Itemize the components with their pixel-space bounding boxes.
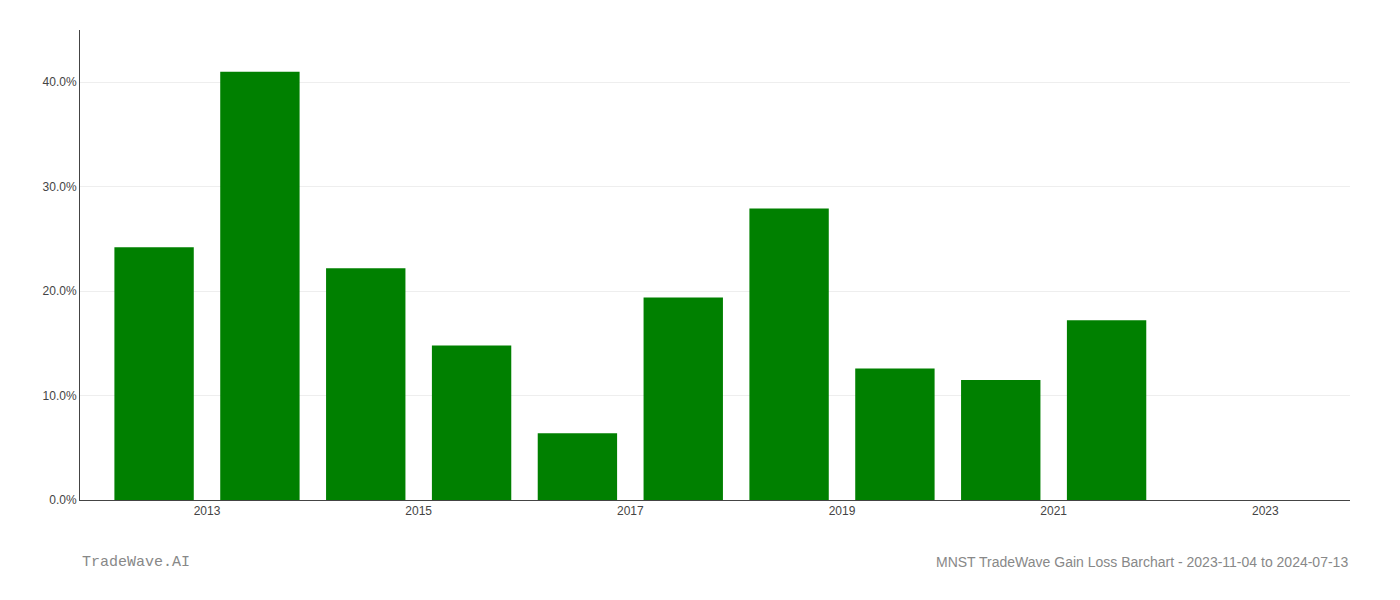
svg-text:2023: 2023 [1252, 504, 1279, 518]
svg-text:2021: 2021 [1040, 504, 1067, 518]
svg-text:0.0%: 0.0% [49, 493, 77, 507]
svg-text:2015: 2015 [405, 504, 432, 518]
svg-text:20.0%: 20.0% [43, 284, 77, 298]
svg-text:30.0%: 30.0% [43, 180, 77, 194]
svg-text:10.0%: 10.0% [43, 389, 77, 403]
svg-text:2017: 2017 [617, 504, 644, 518]
svg-text:2019: 2019 [829, 504, 856, 518]
svg-text:2013: 2013 [194, 504, 221, 518]
svg-text:MNST TradeWave Gain Loss Barch: MNST TradeWave Gain Loss Barchart - 2023… [936, 554, 1348, 570]
svg-text:TradeWave.AI: TradeWave.AI [82, 554, 190, 571]
svg-text:40.0%: 40.0% [43, 75, 77, 89]
